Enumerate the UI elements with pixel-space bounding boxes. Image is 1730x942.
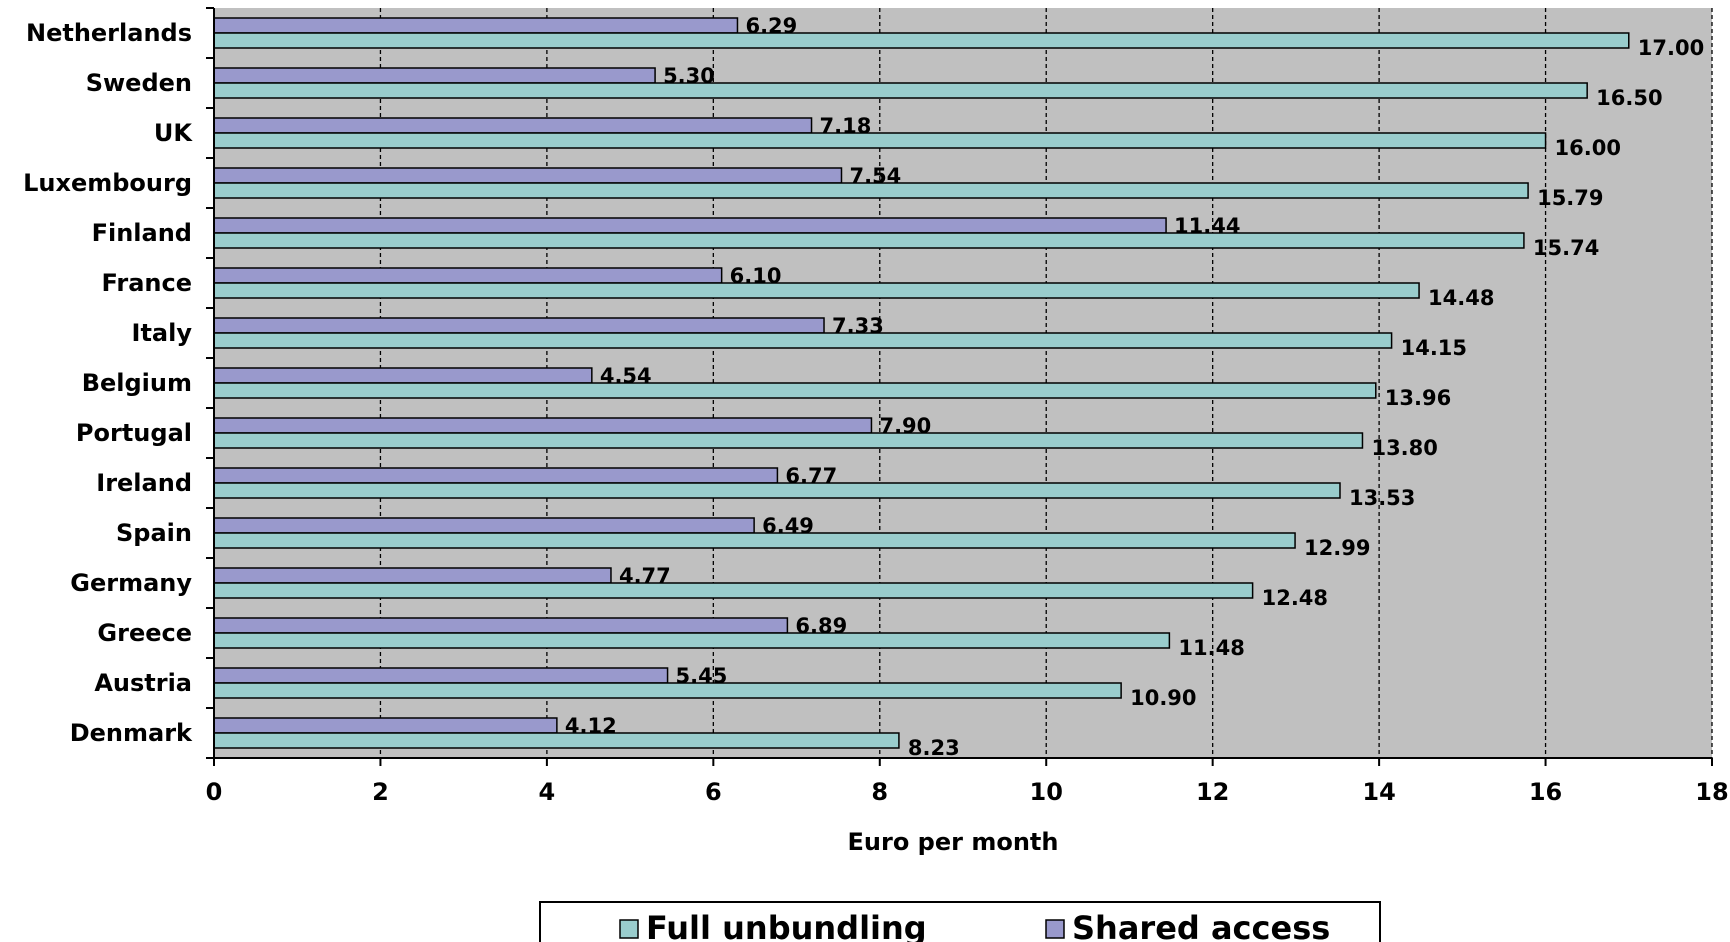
data-label-full-unbundling: 8.23 <box>908 736 960 760</box>
category-label: Sweden <box>86 69 192 97</box>
data-label-full-unbundling: 14.15 <box>1401 336 1467 360</box>
data-label-full-unbundling: 17.00 <box>1638 36 1704 60</box>
category-label: Finland <box>92 219 192 247</box>
bar-shared-access <box>213 567 612 584</box>
axes <box>206 7 1713 766</box>
data-label-full-unbundling: 12.48 <box>1262 586 1328 610</box>
category-label: Germany <box>70 569 192 597</box>
data-label-shared-access: 5.45 <box>676 664 728 688</box>
bar-full-unbundling <box>213 282 1420 299</box>
bar-full-unbundling <box>213 682 1122 699</box>
data-label-shared-access: 6.49 <box>762 514 814 538</box>
x-tick-label: 18 <box>1695 778 1728 806</box>
legend-box <box>539 901 1381 942</box>
legend-label-shared-access: Shared access <box>1072 909 1330 942</box>
bar-shared-access <box>213 17 739 34</box>
data-label-full-unbundling: 13.53 <box>1349 486 1415 510</box>
x-tick-label: 6 <box>705 778 722 806</box>
data-label-shared-access: 5.30 <box>663 64 715 88</box>
data-label-shared-access: 4.12 <box>565 714 617 738</box>
x-tick-label: 12 <box>1196 778 1229 806</box>
x-tick-label: 14 <box>1362 778 1395 806</box>
data-label-shared-access: 4.77 <box>619 564 671 588</box>
category-label: France <box>102 269 192 297</box>
x-tick-label: 16 <box>1529 778 1562 806</box>
data-label-shared-access: 7.18 <box>820 114 872 138</box>
bar-shared-access <box>213 317 825 334</box>
bar-full-unbundling <box>213 332 1393 349</box>
category-label: Ireland <box>96 469 192 497</box>
bar-shared-access <box>213 417 873 434</box>
data-label-full-unbundling: 13.96 <box>1385 386 1451 410</box>
data-label-full-unbundling: 15.79 <box>1537 186 1603 210</box>
data-label-full-unbundling: 12.99 <box>1304 536 1370 560</box>
data-label-shared-access: 6.10 <box>730 264 782 288</box>
bar-full-unbundling <box>213 382 1377 399</box>
category-label: Greece <box>97 619 192 647</box>
bar-shared-access <box>213 167 843 184</box>
category-label: Belgium <box>82 369 192 397</box>
x-axis-title: Euro per month <box>848 828 1059 856</box>
data-label-shared-access: 7.33 <box>832 314 884 338</box>
x-tick-label: 0 <box>206 778 223 806</box>
x-tick-label: 8 <box>871 778 888 806</box>
bar-full-unbundling <box>213 532 1296 549</box>
bar-shared-access <box>213 517 755 534</box>
category-label: UK <box>154 119 193 147</box>
bar-shared-access <box>213 667 669 684</box>
bar-full-unbundling <box>213 232 1525 249</box>
bar-shared-access <box>213 217 1167 234</box>
bar-full-unbundling <box>213 732 900 749</box>
legend-label-full-unbundling: Full unbundling <box>646 909 927 942</box>
data-label-full-unbundling: 11.48 <box>1178 636 1244 660</box>
data-label-shared-access: 7.54 <box>849 164 901 188</box>
data-label-shared-access: 11.44 <box>1174 214 1240 238</box>
bar-full-unbundling <box>213 582 1254 599</box>
bar-full-unbundling <box>213 32 1630 49</box>
bar-shared-access <box>213 367 593 384</box>
x-tick-label: 4 <box>539 778 556 806</box>
category-label: Denmark <box>70 719 193 747</box>
data-label-full-unbundling: 13.80 <box>1371 436 1437 460</box>
x-tick-label: 10 <box>1030 778 1063 806</box>
x-tick-label: 2 <box>372 778 389 806</box>
data-label-shared-access: 4.54 <box>600 364 652 388</box>
legend-swatch-full-unbundling <box>619 919 639 939</box>
data-label-shared-access: 6.77 <box>785 464 837 488</box>
legend: Full unbundling Shared access <box>539 901 1381 942</box>
data-label-full-unbundling: 10.90 <box>1130 686 1196 710</box>
bar-shared-access <box>213 717 558 734</box>
bar-shared-access <box>213 67 656 84</box>
category-label: Austria <box>94 669 192 697</box>
bar-full-unbundling <box>213 482 1341 499</box>
category-label: Spain <box>116 519 192 547</box>
data-label-full-unbundling: 16.50 <box>1596 86 1662 110</box>
bar-full-unbundling <box>213 132 1547 149</box>
data-label-full-unbundling: 15.74 <box>1533 236 1599 260</box>
bar-shared-access <box>213 267 723 284</box>
category-label: Portugal <box>76 419 192 447</box>
category-label: Netherlands <box>26 19 192 47</box>
bar-shared-access <box>213 467 779 484</box>
data-label-full-unbundling: 14.48 <box>1428 286 1494 310</box>
labels: 0 2 4 6 8 10 12 14 16 18 Netherlands 6.29 17.00 Swede… <box>23 14 1729 806</box>
bar-full-unbundling <box>213 632 1171 649</box>
bar-shared-access <box>213 117 813 134</box>
data-label-shared-access: 6.89 <box>795 614 847 638</box>
data-label-shared-access: 7.90 <box>879 414 931 438</box>
legend-swatch-shared-access <box>1045 919 1065 939</box>
category-label: Luxembourg <box>23 169 192 197</box>
data-label-shared-access: 6.29 <box>745 14 797 38</box>
bar-full-unbundling <box>213 82 1588 99</box>
bar-shared-access <box>213 617 789 634</box>
category-label: Italy <box>132 319 193 347</box>
bar-full-unbundling <box>213 432 1364 449</box>
data-label-full-unbundling: 16.00 <box>1555 136 1621 160</box>
